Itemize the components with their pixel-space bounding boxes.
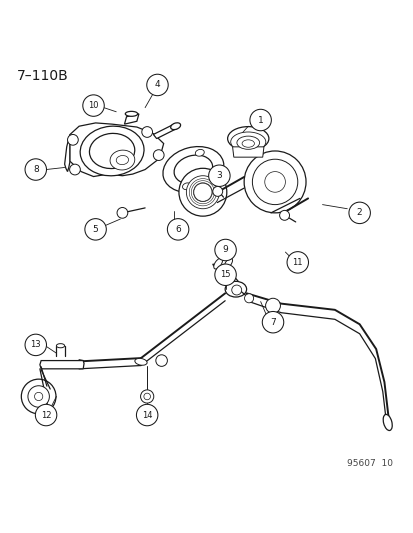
Circle shape bbox=[67, 134, 78, 145]
Circle shape bbox=[136, 405, 157, 426]
Ellipse shape bbox=[80, 126, 144, 176]
Polygon shape bbox=[153, 124, 177, 139]
Text: 6: 6 bbox=[175, 225, 180, 234]
Polygon shape bbox=[232, 147, 263, 157]
Circle shape bbox=[214, 264, 236, 286]
Circle shape bbox=[34, 392, 43, 401]
Circle shape bbox=[208, 165, 230, 187]
Circle shape bbox=[28, 386, 49, 407]
Text: 15: 15 bbox=[220, 270, 230, 279]
Text: 3: 3 bbox=[216, 171, 222, 180]
Circle shape bbox=[142, 127, 152, 138]
Circle shape bbox=[85, 219, 106, 240]
Circle shape bbox=[21, 379, 56, 414]
Text: 4: 4 bbox=[154, 80, 160, 90]
Polygon shape bbox=[40, 361, 84, 369]
Text: 7–110B: 7–110B bbox=[17, 69, 69, 83]
Circle shape bbox=[231, 285, 241, 295]
Circle shape bbox=[140, 390, 153, 403]
Ellipse shape bbox=[236, 136, 259, 149]
Circle shape bbox=[244, 151, 305, 213]
Circle shape bbox=[144, 393, 150, 400]
Polygon shape bbox=[70, 123, 163, 176]
Circle shape bbox=[279, 211, 289, 220]
Circle shape bbox=[69, 164, 80, 175]
Circle shape bbox=[212, 187, 222, 196]
Circle shape bbox=[262, 311, 283, 333]
Text: 10: 10 bbox=[88, 101, 99, 110]
Circle shape bbox=[117, 207, 128, 218]
Text: 2: 2 bbox=[356, 208, 362, 217]
Text: 95607  10: 95607 10 bbox=[346, 459, 392, 468]
Ellipse shape bbox=[56, 344, 64, 348]
Circle shape bbox=[178, 168, 226, 216]
Ellipse shape bbox=[116, 156, 128, 165]
Text: 1: 1 bbox=[257, 116, 263, 125]
Text: 13: 13 bbox=[31, 341, 41, 350]
Ellipse shape bbox=[224, 258, 232, 268]
Ellipse shape bbox=[195, 149, 204, 156]
Circle shape bbox=[25, 334, 46, 356]
Polygon shape bbox=[124, 114, 139, 124]
Ellipse shape bbox=[230, 132, 265, 152]
Ellipse shape bbox=[170, 123, 180, 130]
Circle shape bbox=[286, 252, 308, 273]
Circle shape bbox=[265, 298, 280, 313]
Circle shape bbox=[25, 159, 46, 180]
Circle shape bbox=[193, 183, 211, 201]
Circle shape bbox=[167, 219, 188, 240]
Text: 8: 8 bbox=[33, 165, 38, 174]
Ellipse shape bbox=[242, 140, 254, 147]
Circle shape bbox=[214, 239, 236, 261]
Ellipse shape bbox=[89, 133, 135, 168]
Ellipse shape bbox=[174, 155, 212, 184]
Circle shape bbox=[348, 202, 370, 223]
Text: 11: 11 bbox=[292, 258, 302, 267]
Text: 14: 14 bbox=[142, 410, 152, 419]
Text: 9: 9 bbox=[222, 246, 228, 254]
Ellipse shape bbox=[125, 111, 138, 116]
Ellipse shape bbox=[110, 150, 135, 170]
Circle shape bbox=[146, 74, 168, 96]
Circle shape bbox=[186, 176, 219, 209]
Polygon shape bbox=[64, 134, 70, 172]
Circle shape bbox=[155, 355, 167, 366]
Circle shape bbox=[35, 405, 57, 426]
Text: 7: 7 bbox=[270, 318, 275, 327]
Ellipse shape bbox=[182, 183, 191, 190]
Circle shape bbox=[264, 172, 285, 192]
Ellipse shape bbox=[163, 147, 223, 192]
Circle shape bbox=[252, 159, 297, 205]
Ellipse shape bbox=[213, 259, 222, 269]
Circle shape bbox=[249, 109, 271, 131]
Circle shape bbox=[153, 150, 164, 160]
Ellipse shape bbox=[225, 281, 246, 297]
Circle shape bbox=[83, 95, 104, 116]
Ellipse shape bbox=[135, 358, 147, 365]
Ellipse shape bbox=[227, 127, 268, 150]
Text: 5: 5 bbox=[93, 225, 98, 234]
Text: 12: 12 bbox=[41, 410, 51, 419]
Circle shape bbox=[244, 294, 253, 303]
Ellipse shape bbox=[382, 415, 391, 431]
